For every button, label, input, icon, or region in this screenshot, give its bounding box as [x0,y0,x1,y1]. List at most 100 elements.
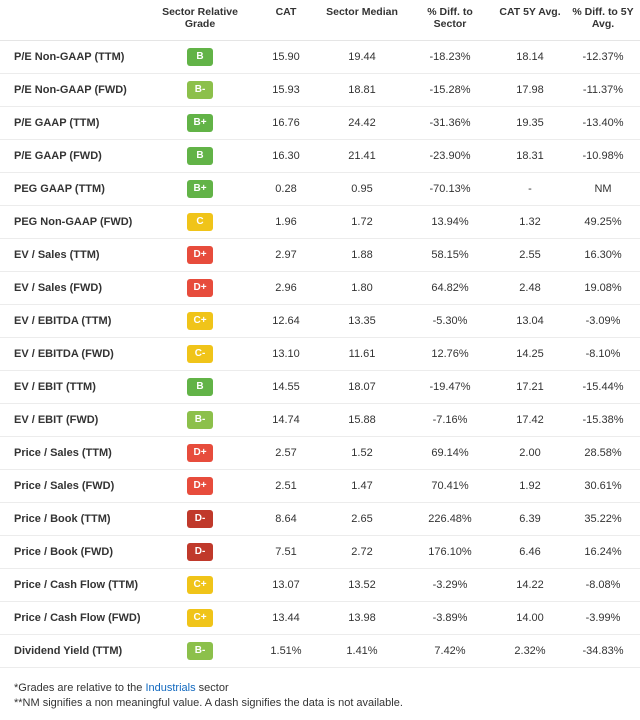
metric-name: Price / Cash Flow (TTM) [0,569,146,602]
table-row: EV / EBITDA (TTM)C+12.6413.35-5.30%13.04… [0,305,640,338]
col-header-median: Sector Median [318,0,406,41]
cell-diff_5y: -34.83% [566,635,640,668]
cell-diff_sector: -70.13% [406,173,494,206]
cell-cat_5y: 2.55 [494,239,566,272]
grade-cell: D- [146,536,254,569]
cell-median: 1.80 [318,272,406,305]
cell-diff_5y: 35.22% [566,503,640,536]
cell-median: 2.72 [318,536,406,569]
grade-cell: B+ [146,173,254,206]
grade-badge: D- [187,543,213,561]
metric-name: Price / Book (TTM) [0,503,146,536]
grade-badge: D- [187,510,213,528]
footnote-2: **NM signifies a non meaningful value. A… [14,697,626,709]
cell-cat: 7.51 [254,536,318,569]
grade-badge: B+ [187,180,213,198]
cell-diff_5y: 16.30% [566,239,640,272]
metric-name: EV / Sales (FWD) [0,272,146,305]
cell-cat: 2.96 [254,272,318,305]
grade-cell: B- [146,404,254,437]
cell-cat_5y: 19.35 [494,107,566,140]
cell-cat: 2.97 [254,239,318,272]
grade-badge: B- [187,411,213,429]
grade-badge: B [187,378,213,396]
cell-median: 13.35 [318,305,406,338]
valuation-table: Sector Relative Grade CAT Sector Median … [0,0,640,668]
metric-name: EV / EBIT (TTM) [0,371,146,404]
table-row: EV / EBITDA (FWD)C-13.1011.6112.76%14.25… [0,338,640,371]
cell-diff_sector: 176.10% [406,536,494,569]
cell-diff_sector: 12.76% [406,338,494,371]
cell-diff_5y: 30.61% [566,470,640,503]
cell-diff_sector: -31.36% [406,107,494,140]
cell-cat_5y: 13.04 [494,305,566,338]
cell-median: 13.98 [318,602,406,635]
grade-badge: D+ [187,279,213,297]
grade-badge: D+ [187,477,213,495]
cell-diff_sector: 13.94% [406,206,494,239]
table-row: Dividend Yield (TTM)B-1.51%1.41%7.42%2.3… [0,635,640,668]
cell-cat: 14.55 [254,371,318,404]
table-row: PEG GAAP (TTM)B+0.280.95-70.13%-NM [0,173,640,206]
col-header-cat: CAT [254,0,318,41]
sector-link[interactable]: Industrials [145,682,195,694]
cell-median: 18.07 [318,371,406,404]
table-row: P/E GAAP (FWD)B16.3021.41-23.90%18.31-10… [0,140,640,173]
table-row: P/E Non-GAAP (FWD)B-15.9318.81-15.28%17.… [0,74,640,107]
cell-cat: 15.90 [254,41,318,74]
metric-name: EV / Sales (TTM) [0,239,146,272]
cell-diff_sector: -5.30% [406,305,494,338]
metric-name: P/E Non-GAAP (FWD) [0,74,146,107]
metric-name: P/E GAAP (TTM) [0,107,146,140]
grade-cell: D- [146,503,254,536]
grade-cell: B- [146,74,254,107]
cell-diff_5y: NM [566,173,640,206]
cell-median: 24.42 [318,107,406,140]
col-header-grade: Sector Relative Grade [146,0,254,41]
col-header-diff-5y: % Diff. to 5Y Avg. [566,0,640,41]
footnotes: *Grades are relative to the Industrials … [0,668,640,720]
grade-cell: B [146,140,254,173]
cell-cat_5y: 17.98 [494,74,566,107]
table-row: EV / Sales (TTM)D+2.971.8858.15%2.5516.3… [0,239,640,272]
cell-diff_sector: -23.90% [406,140,494,173]
cell-diff_5y: 28.58% [566,437,640,470]
cell-median: 0.95 [318,173,406,206]
cell-diff_sector: 70.41% [406,470,494,503]
metric-name: Price / Cash Flow (FWD) [0,602,146,635]
grade-badge: D+ [187,444,213,462]
cell-cat_5y: 2.00 [494,437,566,470]
table-row: P/E GAAP (TTM) B+ 16.7624.42-31.36%19.35-1… [0,107,640,140]
cell-cat: 14.74 [254,404,318,437]
grade-cell: B [146,371,254,404]
cell-diff_5y: -3.99% [566,602,640,635]
cell-diff_5y: -13.40% [566,107,640,140]
table-row: EV / EBIT (TTM)B14.5518.07-19.47%17.21-1… [0,371,640,404]
metric-name: PEG Non-GAAP (FWD) [0,206,146,239]
cell-cat: 1.96 [254,206,318,239]
cell-cat: 16.76 [254,107,318,140]
cell-diff_5y: -12.37% [566,41,640,74]
cell-cat: 8.64 [254,503,318,536]
cell-cat: 0.28 [254,173,318,206]
metric-name: P/E GAAP (FWD) [0,140,146,173]
table-row: EV / Sales (FWD)D+2.961.8064.82%2.4819.0… [0,272,640,305]
table-row: Price / Sales (TTM)D+2.571.5269.14%2.002… [0,437,640,470]
cell-cat_5y: 17.42 [494,404,566,437]
cell-diff_5y: -15.44% [566,371,640,404]
grade-cell: B- [146,635,254,668]
cell-diff_sector: -19.47% [406,371,494,404]
cell-diff_sector: 64.82% [406,272,494,305]
grade-badge: B+ [187,114,213,132]
table-row: PEG Non-GAAP (FWD)C1.961.7213.94%1.3249.… [0,206,640,239]
cell-cat: 12.64 [254,305,318,338]
cell-cat: 2.57 [254,437,318,470]
cell-cat_5y: 6.39 [494,503,566,536]
cell-cat_5y: 14.22 [494,569,566,602]
cell-cat_5y: 6.46 [494,536,566,569]
cell-median: 1.52 [318,437,406,470]
grade-cell: C+ [146,305,254,338]
table-body: P/E Non-GAAP (TTM)B15.9019.44-18.23%18.1… [0,41,640,668]
grade-cell: C+ [146,569,254,602]
cell-diff_sector: 226.48% [406,503,494,536]
